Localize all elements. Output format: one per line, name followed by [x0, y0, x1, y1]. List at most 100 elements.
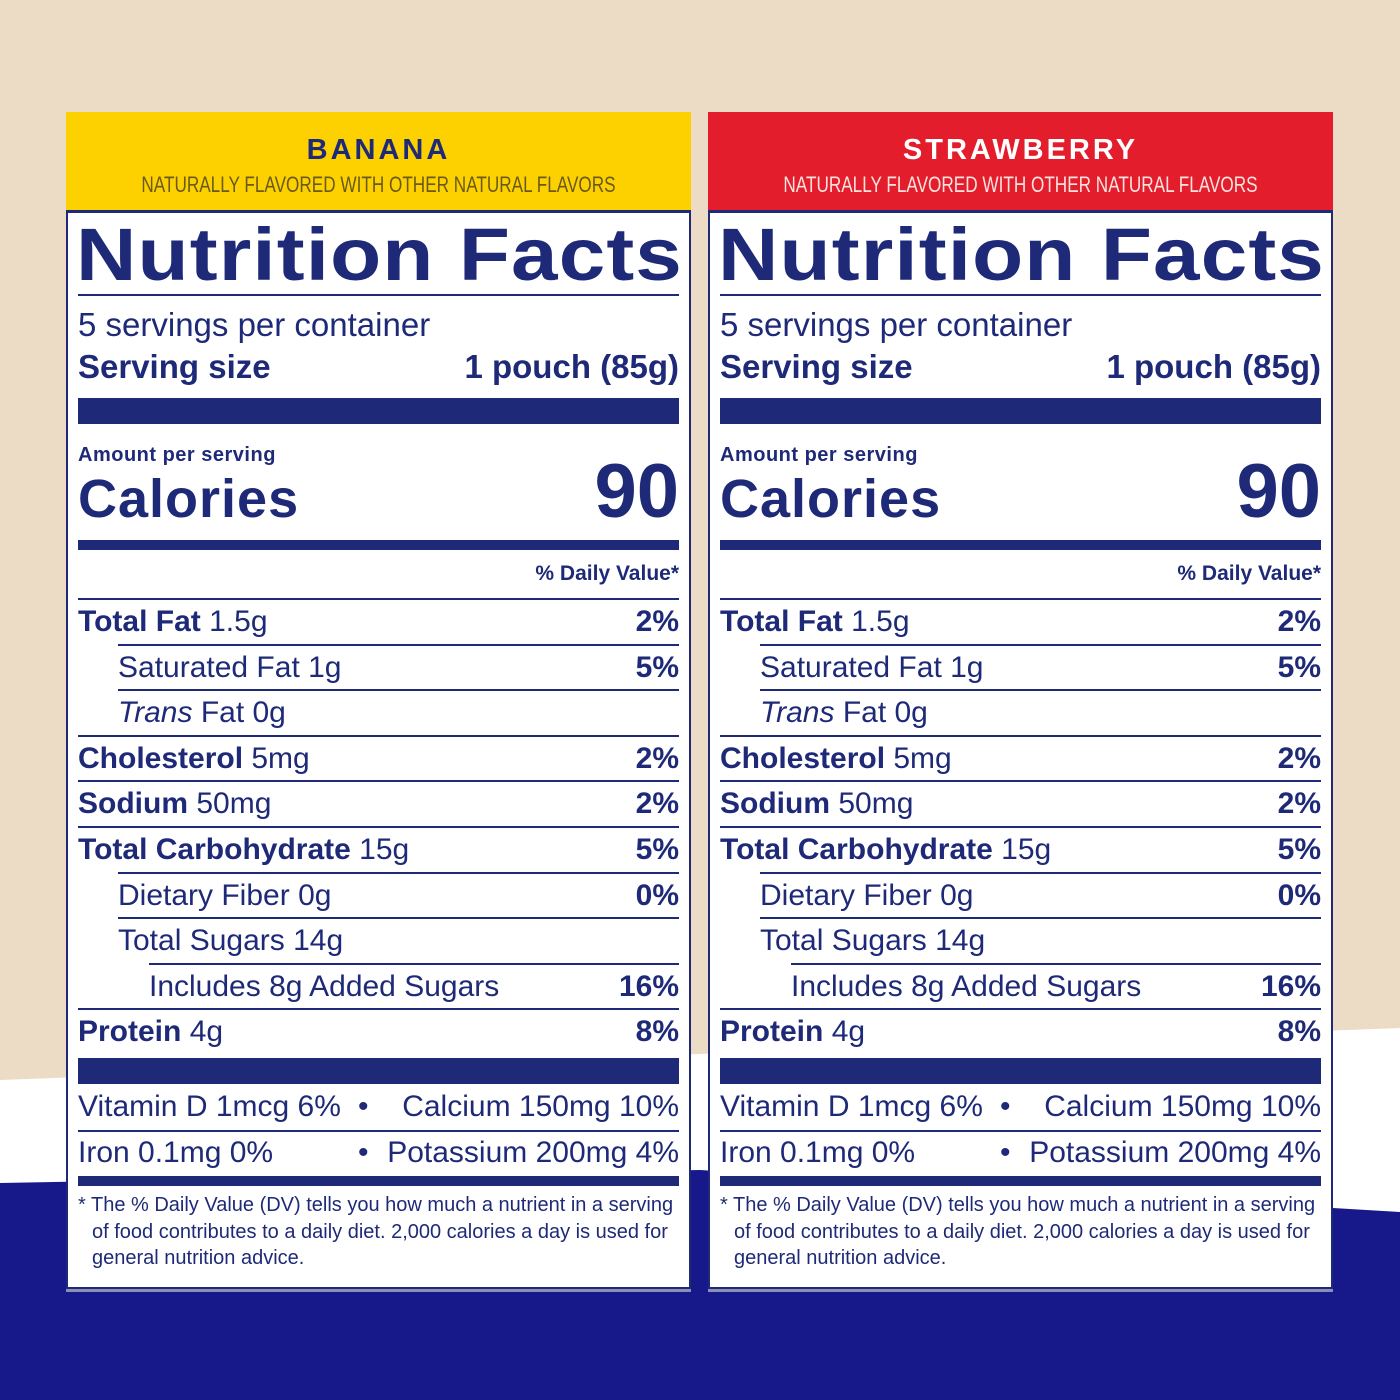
row-divider	[78, 1008, 679, 1011]
nutrient-amount: 1.5g	[851, 605, 910, 638]
flavor-subtitle: NATURALLY FLAVORED WITH OTHER NATURAL FL…	[141, 172, 616, 197]
nutrient-amount: 1g	[950, 650, 984, 684]
nutrient-amount: 0g	[940, 878, 974, 912]
nutrient-row: Total Sugars 14g	[760, 924, 985, 958]
nutrient-row: Total Sugars 14g	[118, 924, 343, 958]
nutrient-name: Sodium	[78, 787, 188, 821]
nutrient-row: Protein 4g	[720, 1015, 865, 1049]
row-divider	[118, 917, 679, 920]
nutrient-amount: Fat 0g	[200, 696, 286, 730]
nutrient-name: Sodium	[720, 787, 830, 821]
medium-divider	[78, 540, 679, 550]
nutrient-daily-value: 5%	[635, 650, 679, 684]
row-divider	[760, 689, 1321, 692]
calories-value: 90	[1236, 449, 1321, 534]
nutrient-amount: Fat 0g	[842, 696, 928, 730]
nutrient-daily-value: 8%	[1277, 1015, 1321, 1049]
nutrition-facts-label	[66, 210, 691, 1289]
nutrient-daily-value: 2%	[635, 787, 679, 821]
nutrient-row: Saturated Fat 1g	[118, 651, 342, 685]
divider	[78, 294, 679, 296]
nutrient-name: Total Sugars	[760, 924, 927, 958]
nutrient-amount: 50mg	[838, 787, 914, 821]
nutrient-name: Total Sugars	[118, 924, 285, 958]
row-divider	[720, 1008, 1321, 1011]
vitamin-right: Calcium 150mg 10%	[1044, 1090, 1321, 1123]
calories-label: Calories	[78, 469, 300, 529]
nutrient-name: Total Fat	[78, 605, 201, 638]
servings-per-container: 5 servings per container	[720, 306, 1073, 343]
nutrition-facts-label	[708, 210, 1333, 1289]
vitamin-left: Iron 0.1mg 0%	[720, 1136, 916, 1169]
nutrient-amount: 1g	[308, 650, 342, 684]
flavor-header: BANANA NATURALLY FLAVORED WITH OTHER NAT…	[66, 112, 691, 210]
nutrient-name: Trans	[760, 696, 835, 730]
thick-divider	[78, 398, 679, 424]
row-divider	[118, 643, 679, 646]
calories-label: Calories	[720, 469, 942, 529]
nutrient-name: Total Carbohydrate	[720, 833, 993, 866]
vitamin-right: Potassium 200mg 4%	[1029, 1136, 1321, 1169]
flavor-header: STRAWBERRY NATURALLY FLAVORED WITH OTHER…	[708, 112, 1333, 210]
nutrient-amount: 14g	[293, 924, 344, 958]
divider	[720, 294, 1321, 296]
amount-per-serving: Amount per serving	[720, 444, 918, 466]
nutrient-daily-value: 16%	[618, 969, 679, 1003]
nutrient-name: Trans	[118, 696, 193, 730]
nutrient-daily-value: 2%	[1277, 787, 1321, 821]
medium-divider	[720, 540, 1321, 550]
nutrient-daily-value: 16%	[1260, 969, 1321, 1003]
serving-size-label: Serving size	[78, 348, 271, 385]
nutrient-name: Saturated Fat	[760, 650, 942, 684]
vitamin-right: Potassium 200mg 4%	[387, 1136, 679, 1169]
bullet-icon: •	[358, 1090, 369, 1123]
nutrient-row: Includes 8g Added Sugars	[791, 970, 1141, 1004]
nutrient-daily-value: 2%	[1277, 741, 1321, 775]
thick-divider	[720, 398, 1321, 424]
nutrient-daily-value: 5%	[635, 833, 679, 866]
vitamin-left: Vitamin D 1mcg 6%	[720, 1090, 983, 1123]
row-divider	[78, 826, 679, 828]
flavor-subtitle: NATURALLY FLAVORED WITH OTHER NATURAL FL…	[783, 172, 1258, 197]
nutrient-row: Total Carbohydrate 15g	[720, 833, 1051, 867]
flavor-name: BANANA	[306, 134, 451, 166]
nutrient-row: Cholesterol 5mg	[720, 742, 952, 776]
nutrient-name: Cholesterol	[78, 741, 244, 775]
nutrient-row: Saturated Fat 1g	[760, 651, 984, 685]
flavor-name: STRAWBERRY	[902, 134, 1139, 166]
row-divider	[760, 871, 1321, 874]
bullet-icon: •	[358, 1136, 369, 1169]
nutrient-daily-value: 8%	[635, 1015, 679, 1049]
nutrient-row: Dietary Fiber 0g	[118, 879, 331, 913]
daily-value-header: % Daily Value*	[1177, 562, 1321, 585]
row-divider	[118, 871, 679, 874]
nutrient-row: Total Carbohydrate 15g	[78, 833, 409, 867]
servings-per-container: 5 servings per container	[78, 306, 431, 343]
nutrient-daily-value: 5%	[1277, 833, 1321, 866]
daily-value-footnote: * The % Daily Value (DV) tells you how m…	[78, 1194, 674, 1269]
nutrient-daily-value: 2%	[635, 741, 679, 775]
row-divider	[118, 689, 679, 692]
row-divider	[720, 1130, 1321, 1132]
thick-divider	[720, 1058, 1321, 1084]
vitamin-left: Iron 0.1mg 0%	[78, 1136, 274, 1169]
row-divider	[791, 962, 1321, 965]
nutrient-amount: 5mg	[893, 741, 952, 775]
vitamin-right: Calcium 150mg 10%	[402, 1090, 679, 1123]
nutrient-amount: 5mg	[251, 741, 310, 775]
serving-size-value: 1 pouch (85g)	[464, 348, 679, 385]
nutrition-panel-banana: BANANA NATURALLY FLAVORED WITH OTHER NAT…	[66, 112, 691, 1289]
nutrient-daily-value: 0%	[635, 878, 679, 912]
bullet-icon: •	[1000, 1136, 1011, 1169]
nutrient-row: Cholesterol 5mg	[78, 742, 310, 776]
nutrient-name: Dietary Fiber	[760, 878, 932, 912]
calories-value: 90	[594, 449, 679, 534]
row-divider	[720, 598, 1321, 600]
nutrient-row: Dietary Fiber 0g	[760, 879, 973, 913]
row-divider	[78, 734, 679, 737]
nutrient-name: Cholesterol	[720, 741, 886, 775]
row-divider	[720, 780, 1321, 783]
vitamin-left: Vitamin D 1mcg 6%	[78, 1090, 341, 1123]
row-divider	[149, 962, 679, 965]
nutrient-row: Trans Fat 0g	[760, 696, 928, 730]
